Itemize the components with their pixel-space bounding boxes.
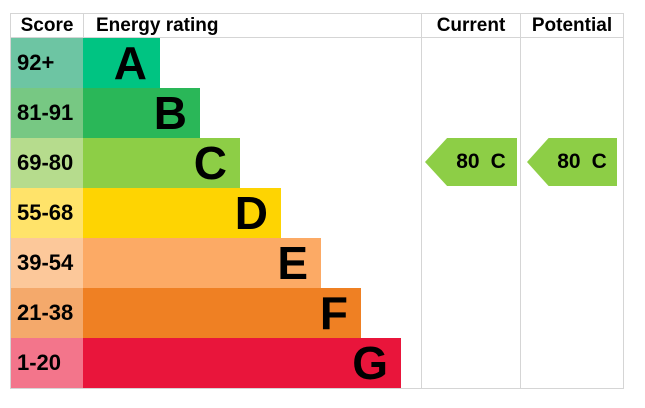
band-row-c: 69-80 C (11, 138, 623, 188)
energy-rating-column-header: Energy rating (84, 14, 422, 37)
band-c-letter: C (193, 137, 227, 189)
band-d-score-range: 55-68 (17, 200, 74, 225)
band-c-score-range: 69-80 (17, 150, 74, 175)
score-column-header: Score (11, 14, 84, 37)
current-rating-arrow: 80 C (425, 138, 517, 186)
current-column-divider (421, 38, 422, 388)
band-b-band-bar: B (83, 88, 200, 138)
band-a-score-cell: 92+ (11, 38, 83, 88)
band-g-letter: G (352, 337, 388, 389)
band-c-band-bar: C (83, 138, 240, 188)
band-e-score-range: 39-54 (17, 250, 74, 275)
band-f-score-range: 21-38 (17, 300, 74, 325)
band-f-letter: F (319, 287, 348, 339)
table-header-row: Score Energy rating Current Potential (11, 14, 623, 38)
band-e-letter: E (277, 237, 308, 289)
band-d-letter: D (234, 187, 268, 239)
band-d-score-cell: 55-68 (11, 188, 83, 238)
potential-rating-arrow: 80 C (527, 138, 617, 186)
current-column-header: Current (422, 14, 521, 37)
band-f-band-bar: F (83, 288, 361, 338)
band-a-letter: A (113, 37, 147, 89)
band-g-band-bar: G (83, 338, 401, 388)
current-rating-band: C (490, 150, 506, 173)
potential-rating-band: C (591, 150, 607, 173)
current-column-header-label: Current (436, 14, 506, 36)
score-column-header-label: Score (20, 14, 74, 36)
band-row-f: 21-38 F (11, 288, 623, 338)
band-f-score-cell: 21-38 (11, 288, 83, 338)
potential-column-header-label: Potential (531, 14, 613, 36)
energy-rating-column-header-label: Energy rating (96, 14, 219, 36)
band-b-score-cell: 81-91 (11, 88, 83, 138)
band-d-band-bar: D (83, 188, 281, 238)
potential-column-header: Potential (521, 14, 623, 37)
band-g-score-cell: 1-20 (11, 338, 83, 388)
band-a-score-range: 92+ (17, 50, 55, 75)
band-e-band-bar: E (83, 238, 321, 288)
band-g-score-range: 1-20 (17, 350, 62, 375)
band-row-g: 1-20 G (11, 338, 623, 388)
band-e-score-cell: 39-54 (11, 238, 83, 288)
band-b-letter: B (153, 87, 187, 139)
potential-rating-value: 80 (557, 150, 581, 173)
current-rating-value: 80 (456, 150, 480, 173)
band-row-e: 39-54 E (11, 238, 623, 288)
potential-column-divider (520, 38, 521, 388)
band-row-a: 92+ A (11, 38, 623, 88)
epc-table: Score Energy rating Current Potential 92… (10, 13, 624, 389)
band-row-b: 81-91 B (11, 88, 623, 138)
band-a-band-bar: A (83, 38, 160, 88)
band-b-score-range: 81-91 (17, 100, 74, 125)
band-c-score-cell: 69-80 (11, 138, 83, 188)
band-row-d: 55-68 D (11, 188, 623, 238)
